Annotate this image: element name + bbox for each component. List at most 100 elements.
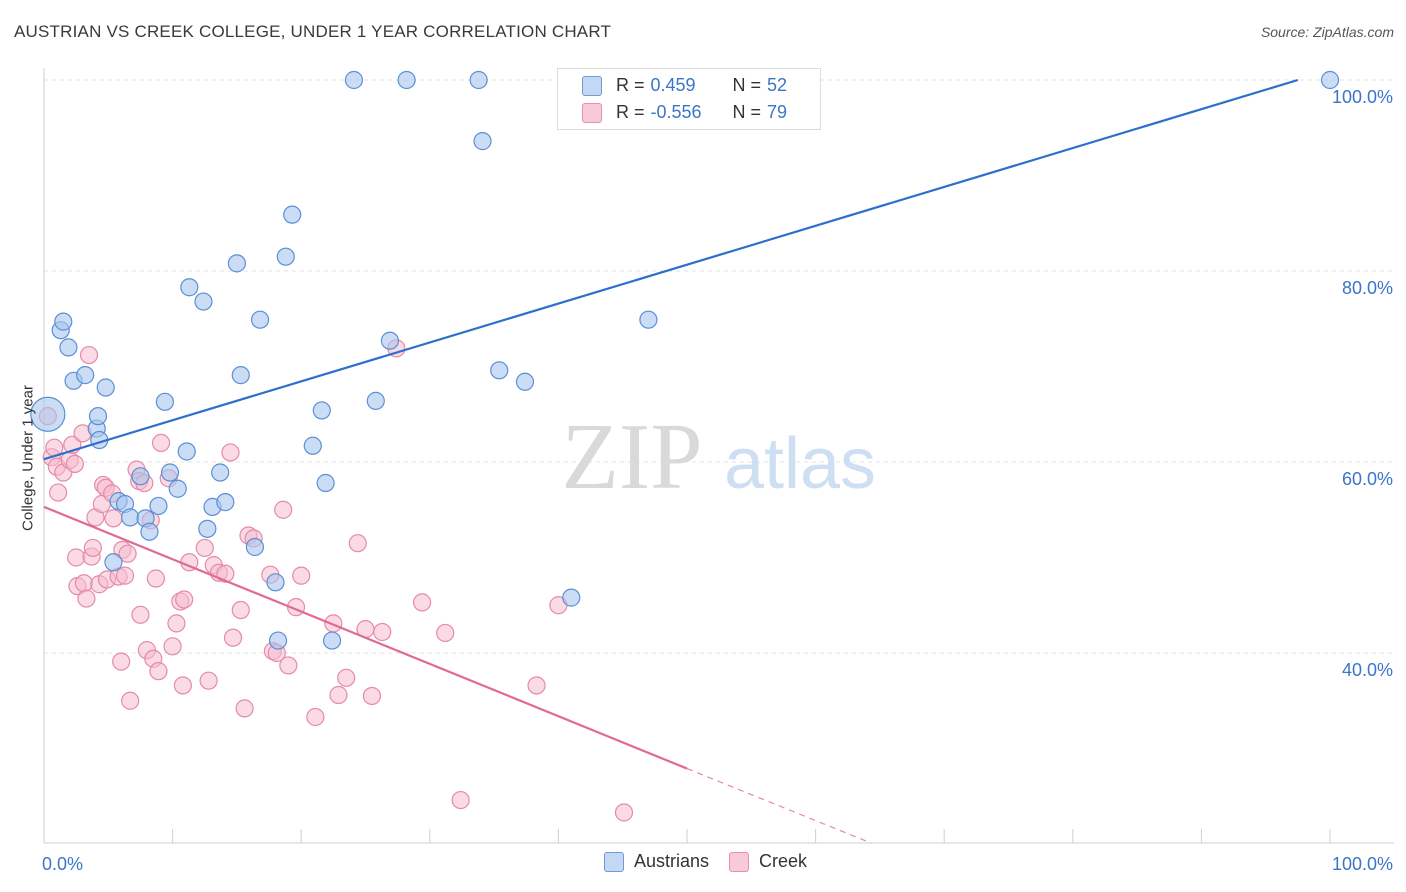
legend-row-creek: R = -0.556 N = 79 bbox=[582, 102, 787, 123]
creek-point bbox=[614, 803, 634, 822]
austrian-point bbox=[231, 365, 250, 385]
austrian-point bbox=[104, 553, 123, 572]
creek-point bbox=[527, 676, 546, 695]
creek-point bbox=[115, 566, 135, 585]
austrian-point bbox=[96, 378, 115, 397]
austrian-point bbox=[140, 522, 159, 541]
creek-point bbox=[223, 628, 243, 647]
austrian-point bbox=[160, 463, 180, 482]
creek-point bbox=[131, 605, 150, 624]
y-tick-label: 60.0% bbox=[1342, 469, 1393, 489]
creek-point bbox=[104, 509, 123, 528]
austrian-point bbox=[266, 573, 285, 592]
creek-point bbox=[231, 600, 250, 620]
creek-point bbox=[121, 691, 140, 710]
austrian-point bbox=[316, 473, 335, 493]
austrian-point bbox=[283, 205, 302, 224]
austrian-point bbox=[322, 631, 342, 650]
austrian-point bbox=[198, 519, 217, 538]
creek-trend-extension bbox=[686, 767, 872, 844]
creek-point bbox=[118, 544, 137, 563]
creek-point bbox=[163, 637, 182, 656]
austrian-point bbox=[344, 70, 364, 90]
creek-point bbox=[151, 433, 171, 452]
watermark: ZIP atlas bbox=[562, 405, 877, 509]
watermark-atlas: atlas bbox=[724, 424, 876, 504]
creek-points bbox=[38, 339, 634, 822]
austrian-point bbox=[515, 372, 535, 391]
austrian-point bbox=[155, 392, 174, 411]
y-axis-title: College, Under 1 year bbox=[19, 385, 37, 531]
creek-point bbox=[412, 593, 432, 612]
austrian-point bbox=[469, 70, 488, 90]
austrian-point bbox=[397, 70, 416, 90]
creek-point bbox=[348, 534, 367, 553]
legend-swatch-austrians bbox=[604, 851, 624, 872]
creek-point bbox=[49, 483, 68, 502]
x-tick-label: 100.0% bbox=[1332, 854, 1393, 874]
creek-point bbox=[65, 454, 84, 474]
creek-point bbox=[451, 790, 470, 810]
creek-point bbox=[292, 566, 311, 585]
x-tick-label: 0.0% bbox=[42, 854, 83, 874]
legend-item-austrians: Austrians bbox=[604, 851, 709, 872]
austrian-point bbox=[168, 479, 187, 498]
source-note: Source: ZipAtlas.com bbox=[1260, 24, 1394, 40]
creek-point bbox=[79, 345, 99, 365]
legend-swatch-creek bbox=[582, 102, 602, 123]
austrian-point bbox=[473, 132, 492, 151]
creek-point bbox=[67, 548, 86, 567]
austrian-point bbox=[1320, 70, 1340, 90]
austrian-point bbox=[245, 537, 265, 557]
creek-point bbox=[195, 538, 214, 558]
legend-n-label: N = bbox=[732, 102, 762, 122]
legend-n-value: 79 bbox=[767, 102, 788, 122]
creek-point bbox=[173, 676, 192, 695]
austrian-point bbox=[177, 442, 196, 461]
legend-swatch-creek bbox=[729, 851, 750, 872]
creek-point bbox=[337, 668, 356, 687]
creek-point bbox=[362, 686, 382, 706]
correlation-legend: R = 0.459 N = 52 R = -0.556 N = 79 bbox=[557, 68, 821, 130]
creek-point bbox=[83, 538, 102, 558]
legend-r-value: 0.459 bbox=[650, 75, 696, 95]
austrian-point bbox=[30, 396, 66, 432]
legend-r-value: -0.556 bbox=[650, 102, 702, 122]
austrian-point bbox=[194, 292, 213, 311]
grid-lines bbox=[44, 79, 1394, 654]
y-tick-label: 100.0% bbox=[1332, 87, 1393, 107]
creek-point bbox=[221, 443, 240, 462]
axes bbox=[43, 68, 1394, 844]
austrian-point bbox=[54, 312, 73, 331]
creek-point bbox=[112, 652, 131, 671]
creek-point bbox=[167, 614, 186, 633]
chart-title: AUSTRIAN VS CREEK COLLEGE, UNDER 1 YEAR … bbox=[14, 22, 612, 41]
legend-row-austrians: R = 0.459 N = 52 bbox=[582, 75, 787, 96]
austrian-point bbox=[76, 365, 95, 385]
y-tick-label: 40.0% bbox=[1342, 660, 1393, 680]
trend-lines bbox=[43, 78, 1299, 844]
austrian-point bbox=[312, 401, 331, 420]
legend-item-creek: Creek bbox=[729, 851, 807, 872]
legend-label-creek: Creek bbox=[759, 851, 808, 871]
austrian-point bbox=[268, 631, 288, 650]
creek-point bbox=[274, 500, 293, 519]
creek-point bbox=[199, 671, 218, 690]
creek-point bbox=[306, 707, 325, 727]
creek-point bbox=[74, 574, 93, 593]
austrian-point bbox=[562, 588, 581, 607]
watermark-zip: ZIP bbox=[562, 405, 703, 509]
austrian-point bbox=[639, 310, 658, 329]
creek-point bbox=[436, 623, 455, 643]
austrian-point bbox=[276, 247, 295, 266]
creek-trend-line bbox=[43, 505, 688, 770]
austrian-point bbox=[131, 467, 150, 486]
creek-point bbox=[77, 589, 96, 608]
austrians-trend-line bbox=[43, 78, 1299, 461]
austrian-point bbox=[250, 310, 270, 329]
austrian-point bbox=[303, 436, 322, 455]
austrian-point bbox=[211, 463, 230, 482]
y-tick-label: 80.0% bbox=[1342, 278, 1393, 298]
austrian-point bbox=[490, 361, 509, 380]
